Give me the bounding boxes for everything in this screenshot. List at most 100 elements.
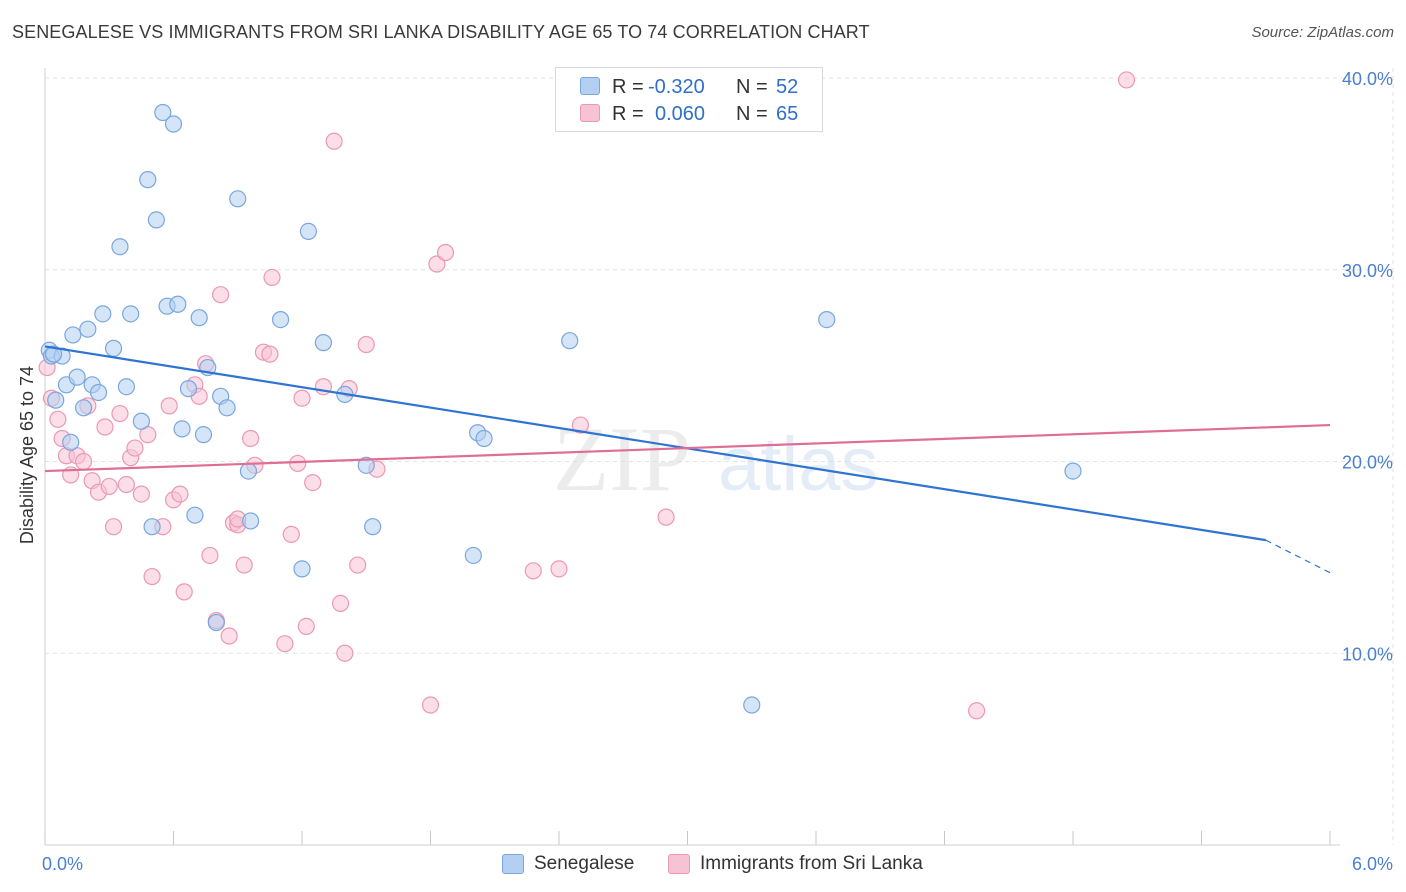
- series-legend-label: Immigrants from Sri Lanka: [700, 853, 923, 874]
- watermark-atlas: atlas: [718, 422, 879, 507]
- x-tick-label: 0.0%: [42, 854, 83, 874]
- sri-lanka-point: [524, 562, 542, 580]
- y-tick-label: 10.0%: [1342, 644, 1393, 664]
- trend-lines: [44, 345, 1331, 574]
- sri-lanka-point: [293, 389, 311, 407]
- senegalese-point: [314, 334, 333, 352]
- sri-lanka-point: [117, 475, 135, 494]
- senegalese-point: [190, 309, 208, 327]
- sri-lanka-point: [297, 617, 315, 636]
- sri-lanka-point: [421, 696, 440, 714]
- senegalese-point: [561, 332, 579, 350]
- senegalese-point: [169, 295, 187, 313]
- sri-lanka-point: [304, 473, 322, 492]
- sri-lanka-point: [331, 594, 350, 612]
- series-senegalese-points: [40, 103, 1082, 714]
- senegalese-point: [164, 115, 183, 133]
- legend-n-value: 52: [776, 76, 799, 98]
- senegalese-point: [62, 433, 80, 451]
- sri-lanka-point: [571, 416, 590, 434]
- senegalese-point: [143, 518, 161, 536]
- senegalese-point: [79, 320, 97, 338]
- sri-lanka-point: [357, 335, 375, 354]
- correlation-legend: R = -0.320 N = 52 R = 0.060 N = 65: [555, 67, 823, 132]
- sri-lanka-point: [289, 454, 307, 473]
- sri-lanka-point: [104, 518, 123, 536]
- y-tick-label: 20.0%: [1342, 453, 1393, 473]
- sri-lanka-point: [100, 477, 118, 496]
- senegalese-point: [68, 368, 86, 386]
- axes: [44, 68, 1340, 846]
- senegalese-point: [364, 518, 382, 536]
- sri-lanka-point: [201, 546, 219, 565]
- x-tick-label: 6.0%: [1352, 854, 1393, 874]
- y-tick-label: 40.0%: [1342, 69, 1393, 89]
- senegalese-point: [111, 238, 129, 256]
- series-sri-lanka-points: [38, 71, 1136, 720]
- senegalese-point: [207, 613, 225, 632]
- legend-n-value: 65: [776, 103, 799, 125]
- sri-lanka-point: [428, 255, 446, 273]
- sri-lanka-point: [657, 508, 675, 526]
- senegalese-point: [818, 311, 836, 329]
- sri-lanka-point: [126, 439, 144, 457]
- senegalese-trend-line: [44, 345, 1266, 542]
- senegalese-point: [271, 311, 290, 329]
- sri-lanka-point: [1117, 71, 1136, 89]
- source-label: Source: ZipAtlas.com: [1251, 24, 1394, 41]
- legend-swatch-blue: [580, 77, 600, 95]
- senegalese-point: [89, 383, 108, 402]
- senegalese-point: [154, 103, 172, 122]
- sri-lanka-point: [96, 418, 114, 436]
- series-legend-swatch-pink: [668, 854, 690, 874]
- legend-r-label: R =: [612, 103, 644, 125]
- sri-lanka-point: [349, 556, 367, 574]
- senegalese-point: [194, 426, 213, 444]
- legend-n-label: N =: [736, 103, 768, 125]
- senegalese-point: [44, 345, 63, 363]
- senegalese-point: [229, 190, 247, 208]
- senegalese-point: [132, 412, 150, 430]
- sri-lanka-point: [212, 286, 230, 304]
- sri-lanka-point: [143, 567, 161, 586]
- watermark: ZIP atlas: [553, 408, 879, 510]
- sri-lanka-point: [550, 560, 568, 578]
- sri-lanka-point: [111, 404, 129, 423]
- sri-lanka-point: [220, 627, 238, 645]
- senegalese-point: [299, 222, 318, 240]
- sri-lanka-point: [171, 485, 189, 503]
- sri-lanka-point: [74, 452, 93, 471]
- senegalese-point: [147, 211, 165, 229]
- sri-lanka-point: [235, 556, 253, 574]
- y-axis-label: Disability Age 65 to 74: [17, 366, 37, 544]
- sri-lanka-point: [436, 243, 455, 262]
- sri-lanka-point: [261, 345, 279, 363]
- series-legend: Senegalese Immigrants from Sri Lanka: [0, 852, 1406, 878]
- y-tick-label: 30.0%: [1342, 261, 1393, 281]
- series-legend-label: Senegalese: [534, 853, 635, 874]
- senegalese-point: [218, 399, 236, 417]
- sri-lanka-point: [325, 132, 343, 150]
- senegalese-trend-extension: [1265, 539, 1331, 574]
- senegalese-point: [139, 171, 157, 189]
- legend-swatch-pink: [580, 104, 600, 122]
- legend-r-value: -0.320: [648, 76, 705, 98]
- legend-r-label: R =: [612, 76, 644, 98]
- senegalese-point: [293, 560, 311, 578]
- senegalese-point: [179, 380, 198, 398]
- sri-lanka-trend-line: [44, 423, 1331, 473]
- senegalese-point: [94, 305, 112, 323]
- senegalese-point: [464, 546, 482, 565]
- senegalese-point: [743, 696, 761, 714]
- legend-r-value: 0.060: [655, 103, 706, 125]
- senegalese-point: [47, 391, 65, 409]
- senegalese-point: [173, 420, 191, 438]
- senegalese-point: [239, 462, 258, 480]
- chart-title: SENEGALESE VS IMMIGRANTS FROM SRI LANKA …: [12, 22, 870, 42]
- senegalese-point: [74, 399, 93, 417]
- senegalese-point: [186, 506, 204, 524]
- senegalese-point: [1064, 462, 1082, 480]
- sri-lanka-point: [968, 702, 986, 720]
- sri-lanka-point: [175, 583, 193, 601]
